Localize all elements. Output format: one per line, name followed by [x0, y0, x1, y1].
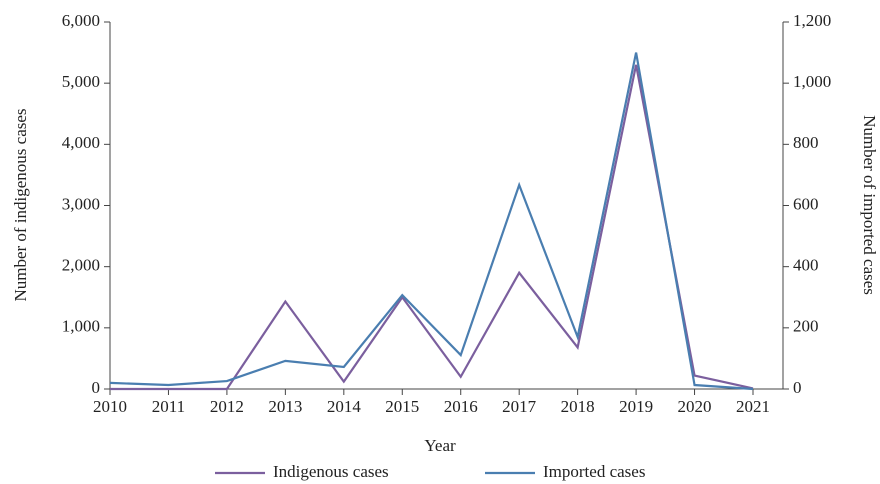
x-tick-label: 2014: [327, 397, 362, 416]
series-line: [110, 64, 754, 391]
y2-tick-label: 800: [793, 133, 819, 152]
y-tick-label: 4,000: [62, 133, 100, 152]
x-tick-label: 2019: [619, 397, 653, 416]
y2-tick-label: 1,000: [793, 72, 831, 91]
x-tick-label: 2017: [502, 397, 537, 416]
x-axis-title: Year: [424, 436, 456, 455]
series-line: [109, 52, 754, 391]
y-tick-label: 2,000: [62, 256, 100, 275]
x-tick-label: 2010: [93, 397, 127, 416]
y-tick-label: 3,000: [62, 194, 100, 213]
x-tick-label: 2015: [385, 397, 419, 416]
y2-tick-label: 600: [793, 194, 819, 213]
x-tick-label: 2021: [736, 397, 770, 416]
y2-axis-title: Number of imported cases: [860, 115, 879, 295]
y-tick-label: 5,000: [62, 72, 100, 91]
x-tick-label: 2016: [444, 397, 478, 416]
x-tick-label: 2013: [268, 397, 302, 416]
legend-label: Indigenous cases: [273, 462, 389, 481]
y2-tick-label: 0: [793, 378, 802, 397]
x-tick-label: 2018: [561, 397, 595, 416]
x-tick-label: 2020: [678, 397, 712, 416]
y-tick-label: 0: [92, 378, 101, 397]
y2-tick-label: 200: [793, 317, 819, 336]
y2-tick-label: 400: [793, 256, 819, 275]
y-tick-label: 1,000: [62, 317, 100, 336]
y2-tick-label: 1,200: [793, 11, 831, 30]
x-tick-label: 2012: [210, 397, 244, 416]
legend-label: Imported cases: [543, 462, 645, 481]
y-tick-label: 6,000: [62, 11, 100, 30]
y-axis-title: Number of indigenous cases: [11, 108, 30, 301]
x-tick-label: 2011: [152, 397, 185, 416]
